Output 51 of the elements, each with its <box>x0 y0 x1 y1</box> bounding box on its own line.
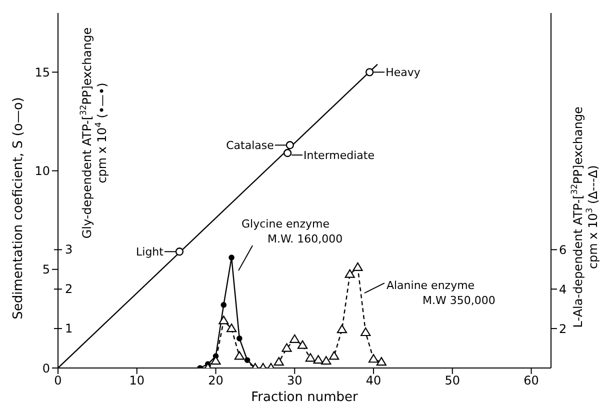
y-axis-title: Sedimentation coeficient, S (o—o) <box>11 97 26 320</box>
y-tick-label: 15 <box>34 65 50 80</box>
point <box>313 355 324 364</box>
x-tick-label: 10 <box>129 374 145 388</box>
point <box>336 324 348 334</box>
point <box>305 353 316 362</box>
annotation: Intermediate <box>304 149 375 162</box>
x-tick-label: 50 <box>444 374 460 388</box>
y2-tick-label: 2 <box>559 322 567 336</box>
point <box>282 343 292 352</box>
point <box>329 351 340 360</box>
y3-tick-label: 3 <box>65 242 73 257</box>
point <box>365 68 374 76</box>
point <box>286 141 294 150</box>
y3-tick-label: 1 <box>65 322 73 336</box>
x-tick-label: 0 <box>54 374 62 388</box>
point <box>321 356 332 365</box>
point <box>210 356 221 365</box>
point <box>352 262 363 271</box>
x-tick-label: 40 <box>366 374 382 388</box>
y-tick-label: 10 <box>34 164 50 178</box>
point <box>274 357 284 366</box>
y2-tick-label: 6 <box>559 242 567 257</box>
annotation: Alanine enzyme M.W 350,000 <box>386 279 496 308</box>
point <box>344 269 355 278</box>
point <box>297 340 308 349</box>
annotation: Glycine enzyme M.W. 160,000 <box>242 218 343 246</box>
point <box>218 316 229 324</box>
y-tick-label: 0 <box>42 361 50 376</box>
point <box>226 324 237 332</box>
y2-tick-label: 4 <box>559 282 567 296</box>
annotation: Light <box>136 246 164 259</box>
y3-tick-label: 2 <box>65 282 73 296</box>
point <box>368 354 379 363</box>
x-tick-label: 30 <box>287 374 302 388</box>
annotation: Catalase <box>226 139 274 152</box>
point <box>376 357 386 366</box>
point <box>228 254 234 260</box>
point <box>244 357 250 364</box>
x-tick-label: 20 <box>208 374 224 388</box>
x-tick-label: 60 <box>524 374 539 388</box>
point <box>290 334 300 343</box>
point <box>220 302 227 308</box>
point <box>283 148 292 158</box>
x-axis-title: Fraction number <box>251 390 359 405</box>
point <box>175 248 184 256</box>
point <box>360 327 371 336</box>
point <box>236 336 242 342</box>
point <box>234 351 244 360</box>
y-tick-label: 5 <box>42 262 50 277</box>
annotation: Heavy <box>386 66 421 80</box>
